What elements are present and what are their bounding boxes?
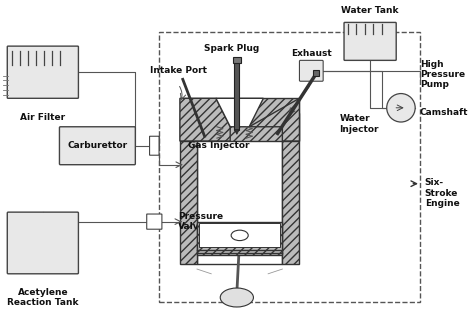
Ellipse shape <box>231 230 248 241</box>
Text: High
Pressure
Pump: High Pressure Pump <box>420 60 465 89</box>
FancyBboxPatch shape <box>150 136 159 155</box>
FancyBboxPatch shape <box>7 212 78 274</box>
Text: Exhaust: Exhaust <box>291 49 332 57</box>
Text: Acetylene
Reaction Tank: Acetylene Reaction Tank <box>7 288 79 307</box>
FancyBboxPatch shape <box>147 214 162 229</box>
Polygon shape <box>216 98 264 127</box>
Text: Six-
Stroke
Engine: Six- Stroke Engine <box>425 178 459 208</box>
Polygon shape <box>197 222 283 255</box>
Ellipse shape <box>220 288 254 307</box>
Text: Water
Injector: Water Injector <box>339 114 379 133</box>
Polygon shape <box>249 98 300 141</box>
Bar <box>235 60 239 130</box>
Text: Water Tank: Water Tank <box>341 6 399 15</box>
Text: Gas Injector: Gas Injector <box>188 141 249 150</box>
Polygon shape <box>180 113 197 264</box>
FancyBboxPatch shape <box>344 23 396 60</box>
FancyBboxPatch shape <box>300 60 323 81</box>
FancyBboxPatch shape <box>59 127 136 165</box>
Bar <box>199 223 281 247</box>
Text: Carburettor: Carburettor <box>67 141 128 150</box>
Polygon shape <box>180 98 230 141</box>
Polygon shape <box>235 130 239 134</box>
Text: Pressure
Valve: Pressure Valve <box>178 212 223 231</box>
Bar <box>233 56 241 63</box>
Text: Intake Port: Intake Port <box>149 66 207 74</box>
Bar <box>197 113 283 264</box>
Circle shape <box>387 94 415 122</box>
Polygon shape <box>283 113 300 264</box>
Text: Air Filter: Air Filter <box>20 113 65 121</box>
Bar <box>313 70 319 76</box>
Text: Camshaft: Camshaft <box>420 108 468 117</box>
Text: Spark Plug: Spark Plug <box>204 44 260 53</box>
Bar <box>159 32 420 302</box>
Polygon shape <box>180 98 300 141</box>
FancyBboxPatch shape <box>7 46 78 98</box>
